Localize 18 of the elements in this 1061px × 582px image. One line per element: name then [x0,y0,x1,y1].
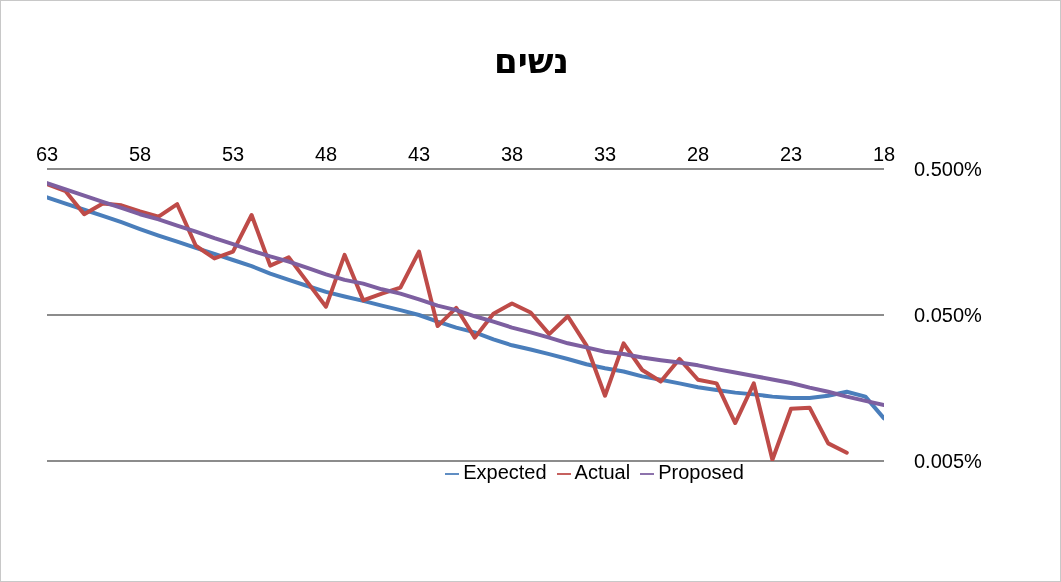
y-tick-label: 0.500% [914,158,983,181]
x-tick-label: 58 [128,143,152,165]
x-tick-label: 48 [314,143,338,165]
y-tick-label: 0.005% [914,450,983,473]
x-tick-label: 18 [872,143,896,165]
x-tick-label: 23 [779,143,803,165]
legend-label: Proposed [658,461,744,483]
x-tick-label: 63 [35,143,59,165]
line-series [47,182,849,461]
legend-label: Actual [574,461,631,483]
x-tick-label: 38 [500,143,524,165]
chart-title: נשים [493,41,570,81]
y-tick-label: 0.050% [914,304,983,327]
x-tick-label: 28 [686,143,710,165]
legend-label: Expected [463,461,547,483]
x-tick-label: 53 [221,143,245,165]
x-tick-label: 33 [593,143,617,165]
x-tick-label: 43 [407,143,431,165]
